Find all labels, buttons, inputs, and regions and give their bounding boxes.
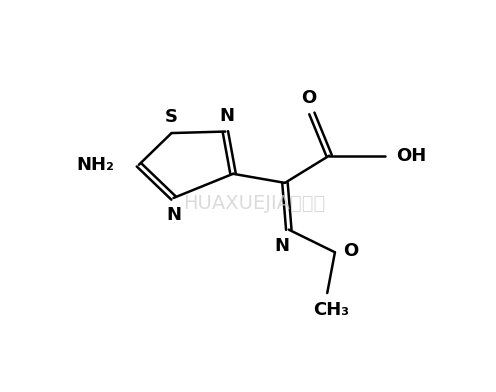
Text: N: N xyxy=(220,107,235,125)
Text: CH₃: CH₃ xyxy=(313,301,349,319)
Text: O: O xyxy=(301,89,316,107)
Text: N: N xyxy=(274,237,289,255)
Text: HUAXUEJIA化学加: HUAXUEJIA化学加 xyxy=(183,194,325,214)
Text: O: O xyxy=(343,242,359,260)
Text: S: S xyxy=(165,109,178,127)
Text: N: N xyxy=(166,207,181,224)
Text: NH₂: NH₂ xyxy=(76,156,114,174)
Text: OH: OH xyxy=(396,147,427,165)
